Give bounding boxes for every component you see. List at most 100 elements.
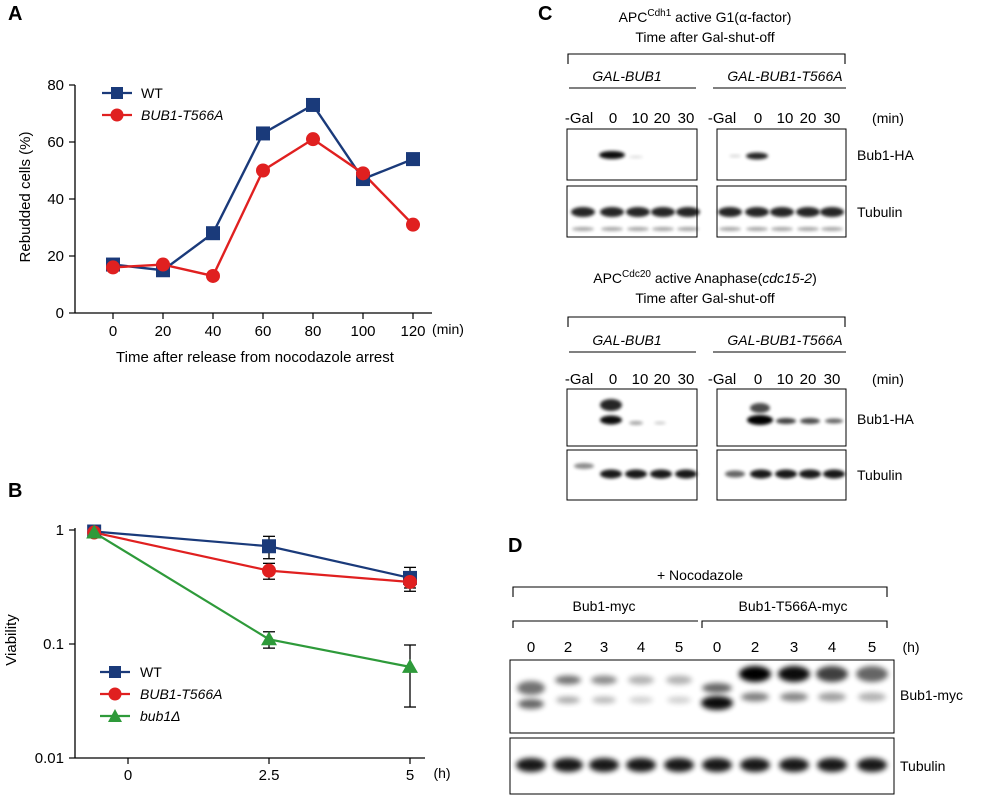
band-tubulin	[746, 227, 768, 231]
band-tubulin	[775, 469, 797, 479]
band-tubulin	[572, 227, 594, 231]
band-bub1-ha	[600, 415, 622, 425]
y-axis-label-a: Rebudded cells (%)	[17, 132, 34, 263]
band-tubulin	[676, 207, 700, 217]
c-bottom-lane-label: -Gal	[565, 371, 593, 388]
c-top-lane-label: -Gal	[708, 110, 736, 127]
c-bottom-band2-label: Tubulin	[857, 467, 902, 483]
band-bub1-ha	[629, 155, 643, 159]
series-line-bub1-b	[93, 531, 411, 668]
data-point-wt-a	[206, 226, 220, 241]
band-tubulin	[651, 207, 675, 217]
band-bub1-ha	[776, 418, 796, 424]
c-top-lane-label: 0	[609, 110, 617, 127]
x-tick-label-b: 5	[406, 767, 414, 784]
c-top-subtitle: Time after Gal-shut-off	[635, 29, 774, 45]
y-tick-label-b: 1	[56, 522, 64, 539]
y-tick-label-a: 80	[47, 77, 64, 94]
band-bub1-myc	[667, 696, 691, 704]
data-point-bub1-b	[402, 658, 418, 673]
band-tubulin	[771, 227, 793, 231]
panel-c-top: APCCdh1 active G1(α-factor) Time after G…	[565, 8, 914, 238]
legend-label-wt-b: WT	[140, 664, 162, 680]
band-tubulin	[719, 227, 741, 231]
d-lane-label: 3	[790, 639, 798, 656]
c-bottom-lane-label: 0	[609, 371, 617, 388]
band-bub1-myc	[816, 666, 848, 682]
data-point-wt-b	[262, 539, 276, 554]
c-bottom-band1-label: Bub1-HA	[857, 411, 914, 427]
c-top-lane-label: 20	[654, 110, 671, 127]
data-point-bub1t566a-a	[306, 132, 320, 147]
band-bub1-ha	[746, 152, 768, 160]
c-bottom-lane-label: 30	[678, 371, 695, 388]
data-point-wt-a	[256, 126, 270, 141]
c-bottom-unit: (min)	[872, 371, 904, 387]
band-tubulin	[796, 207, 820, 217]
c-bottom-lane-label: 20	[654, 371, 671, 388]
legend-marker-t566a-b	[108, 687, 122, 701]
d-bracket	[512, 586, 888, 597]
band-tubulin	[516, 758, 546, 772]
x-tick-label-a: 0	[109, 323, 117, 340]
band-bub1-ha	[825, 418, 843, 424]
band-tubulin	[677, 227, 699, 231]
band-bub1-myc	[818, 692, 846, 702]
band-tubulin	[702, 758, 732, 772]
x-tick-label-a: 120	[400, 323, 425, 340]
c-top-lane-label: 10	[777, 110, 794, 127]
series-line-bub1t566a-b	[93, 531, 411, 584]
band-tubulin	[799, 469, 821, 479]
series-line-wt-b	[94, 530, 411, 579]
band-tubulin	[718, 207, 742, 217]
d-group2-label: Bub1-T566A-myc	[739, 598, 848, 614]
x-tick-label-a: 60	[255, 323, 272, 340]
band-tubulin	[770, 207, 794, 217]
band-tubulin	[626, 207, 650, 217]
c-bottom-strain2: GAL-BUB1-T566A	[727, 332, 842, 348]
x-tick-label-a: 80	[305, 323, 322, 340]
y-tick-label-a: 40	[47, 191, 64, 208]
blot-c-top-bub1-t566a	[716, 128, 847, 181]
c-top-lane-label: 30	[678, 110, 695, 127]
c-bottom-bracket	[567, 316, 846, 327]
band-bub1-ha	[729, 154, 741, 158]
x-tick-label-a: 20	[155, 323, 172, 340]
band-bub1-myc	[780, 692, 808, 702]
c-top-lane-label: 30	[824, 110, 841, 127]
band-tubulin	[675, 469, 697, 479]
c-top-lane-label: -Gal	[565, 110, 593, 127]
data-point-bub1t566a-a	[156, 257, 170, 272]
band-bub1-ha	[599, 151, 625, 159]
band-tubulin	[625, 469, 647, 479]
band-tubulin	[600, 469, 622, 479]
band-bub1-myc	[555, 675, 581, 685]
band-tubulin	[740, 758, 770, 772]
data-point-wt-a	[406, 152, 420, 167]
legend-marker-bub1d-b	[108, 709, 122, 722]
legend-b: WT BUB1-T566A bub1Δ	[100, 664, 222, 724]
y-tick-label-a: 0	[56, 305, 64, 322]
panel-d: + Nocodazole Bub1-myc Bub1-T566A-myc 0 2 3…	[509, 567, 963, 795]
d-title: + Nocodazole	[657, 567, 743, 583]
band-bub1-myc	[741, 692, 769, 702]
y-axis-label-b: Viability	[3, 614, 20, 666]
band-bub1-myc	[858, 692, 886, 702]
c-top-title: APCCdh1 active G1(α-factor)	[619, 8, 792, 25]
c-bottom-subtitle: Time after Gal-shut-off	[635, 290, 774, 306]
band-bub1-myc	[856, 666, 888, 682]
c-top-bracket	[567, 53, 846, 64]
chart-a: 0 20 40 60 80 0 20 40 60 80 100 120 (min) Time aft…	[17, 77, 464, 366]
data-point-wt-a	[306, 97, 320, 112]
d-lane-label: 5	[675, 639, 683, 656]
band-tubulin	[779, 758, 809, 772]
band-bub1-myc	[701, 696, 733, 710]
band-tubulin	[750, 469, 772, 479]
x-unit-a: (min)	[432, 321, 464, 337]
band-tubulin	[601, 227, 623, 231]
band-bub1-myc	[556, 696, 580, 704]
band-tubulin	[817, 758, 847, 772]
legend-label-t566a-b: BUB1-T566A	[140, 686, 222, 702]
legend-label-t566a-a: BUB1-T566A	[141, 107, 223, 123]
data-point-bub1t566a-b	[262, 563, 276, 578]
